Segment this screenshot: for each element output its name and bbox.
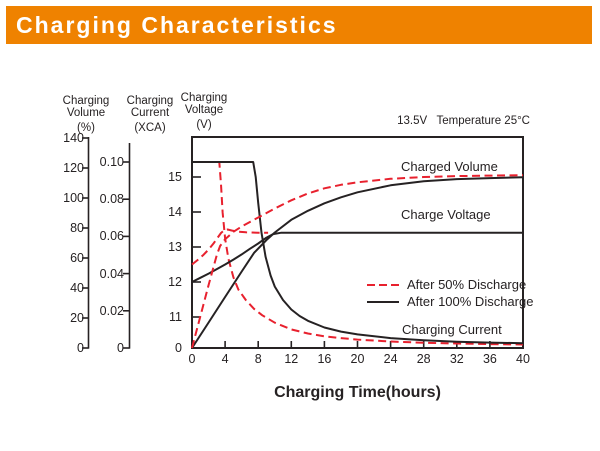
tick-label-time: 20 <box>350 352 365 366</box>
tick-label-current: 0.08 <box>99 192 124 207</box>
axis-title-charging-volume: Charging Volume (%) <box>56 95 116 134</box>
tick-label-voltage: 15 <box>168 170 182 184</box>
tick-label-time: 0 <box>188 352 196 366</box>
tick-label-volume: 120 <box>63 161 84 175</box>
legend-dashed-line-icon <box>367 283 399 286</box>
axis-title-charging-current: Charging Current (XCA) <box>119 95 181 134</box>
axis-unit-volts: (V) <box>196 119 212 131</box>
chart-legend: After 50% Discharge After 100% Discharge <box>366 276 533 310</box>
tick-label-volume: 60 <box>70 251 84 265</box>
axis-title-charging-voltage: Charging Voltage (V) <box>174 92 234 131</box>
tick-label-time: 12 <box>284 352 299 366</box>
legend-label: After 50% Discharge <box>407 277 527 292</box>
legend-label: After 100% Discharge <box>407 294 534 309</box>
tick-label-voltage: 11 <box>169 310 182 324</box>
curve-label-charge-voltage: Charge Voltage <box>401 207 491 222</box>
tick-label-time: 28 <box>416 352 431 366</box>
tick-label-current: 0.10 <box>99 155 124 169</box>
tick-label-time: 36 <box>482 352 497 366</box>
chart-condition-label: 13.5V Temperature 25°C <box>397 115 530 127</box>
tick-label-time: 24 <box>383 352 398 366</box>
tick-label-volume: 0 <box>77 341 84 355</box>
tick-label-voltage: 13 <box>168 240 182 254</box>
tick-label-volume: 100 <box>63 191 84 205</box>
tick-label-time: 8 <box>254 352 262 366</box>
axis-unit-xca: (XCA) <box>134 122 166 134</box>
tick-label-volume: 40 <box>70 281 84 295</box>
x-axis-title: Charging Time(hours) <box>274 384 441 401</box>
tick-label-time: 32 <box>449 352 464 366</box>
tick-label-current: 0.06 <box>99 229 124 244</box>
tick-label-current: 0.04 <box>99 266 124 281</box>
tick-label-current: 0 <box>117 341 124 355</box>
tick-label-time: 40 <box>516 352 530 366</box>
tick-label-voltage: 12 <box>168 275 182 289</box>
page-title: Charging Characteristics <box>16 12 338 38</box>
curve-label-charged-volume: Charged Volume <box>401 159 498 174</box>
tick-label-time: 4 <box>221 352 229 366</box>
legend-solid-line-icon <box>367 300 399 303</box>
legend-item-after-100pct-discharge: After 100% Discharge <box>366 293 533 310</box>
axis-unit-percent: (%) <box>77 122 95 134</box>
tick-label-current: 0.02 <box>99 303 124 318</box>
tick-label-volume: 140 <box>63 131 84 145</box>
tick-label-volume: 80 <box>70 221 84 235</box>
tick-label-time: 16 <box>317 352 332 366</box>
tick-label-voltage: 0 <box>175 341 182 355</box>
curve-label-charging-current: Charging Current <box>402 322 502 337</box>
header-bar: Charging Characteristics <box>6 6 592 44</box>
tick-label-voltage: 14 <box>168 205 182 219</box>
tick-label-volume: 20 <box>70 311 84 325</box>
legend-item-after-50pct-discharge: After 50% Discharge <box>366 276 533 293</box>
